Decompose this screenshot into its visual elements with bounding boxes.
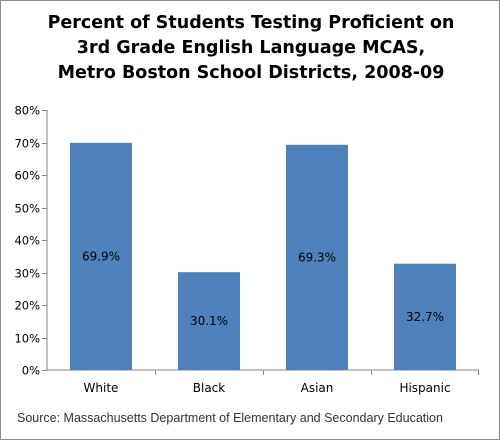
bar-data-label: 30.1% xyxy=(190,314,228,328)
bar-series xyxy=(70,142,456,370)
y-tick-label: 10% xyxy=(14,332,40,346)
bar xyxy=(178,272,240,370)
x-category-label: Hispanic xyxy=(399,381,450,395)
chart-title-line-3: Metro Boston School Districts, 2008-09 xyxy=(57,63,445,83)
bar-chart-plot: 0%10%20%30%40%50%60%70%80% 69.9%30.1%69.… xyxy=(14,104,479,395)
bar-data-label: 69.3% xyxy=(298,250,336,264)
x-category-label: Black xyxy=(193,381,226,395)
x-category-label: Asian xyxy=(301,381,334,395)
bar-data-label: 69.9% xyxy=(82,249,120,263)
bar xyxy=(286,144,348,370)
y-tick-label: 20% xyxy=(14,299,40,313)
x-axis: White Black Asian Hispanic xyxy=(84,381,451,395)
y-tick-label: 80% xyxy=(14,104,40,118)
bar-data-label: 32.7% xyxy=(406,310,444,324)
y-tick-label: 60% xyxy=(14,169,40,183)
chart-title-line-2: 3rd Grade English Language MCAS, xyxy=(76,38,426,58)
bar xyxy=(70,142,132,370)
y-tick-label: 40% xyxy=(14,234,40,248)
data-labels: 69.9% 30.1% 69.3% 32.7% xyxy=(82,249,444,328)
x-category-label: White xyxy=(84,381,119,395)
chart-title-line-1: Percent of Students Testing Proficient o… xyxy=(47,13,455,33)
y-tick-label: 0% xyxy=(22,364,40,378)
y-tick-label: 30% xyxy=(14,267,40,281)
source-note: Source: Massachusetts Department of Elem… xyxy=(17,411,443,425)
y-tick-label: 70% xyxy=(14,137,40,151)
y-tick-label: 50% xyxy=(14,202,40,216)
chart-title: Percent of Students Testing Proficient o… xyxy=(21,11,481,86)
bar xyxy=(394,263,456,370)
y-axis: 0% 10% 20% 30% 40% 50% 60% 70% 80% xyxy=(14,104,479,378)
